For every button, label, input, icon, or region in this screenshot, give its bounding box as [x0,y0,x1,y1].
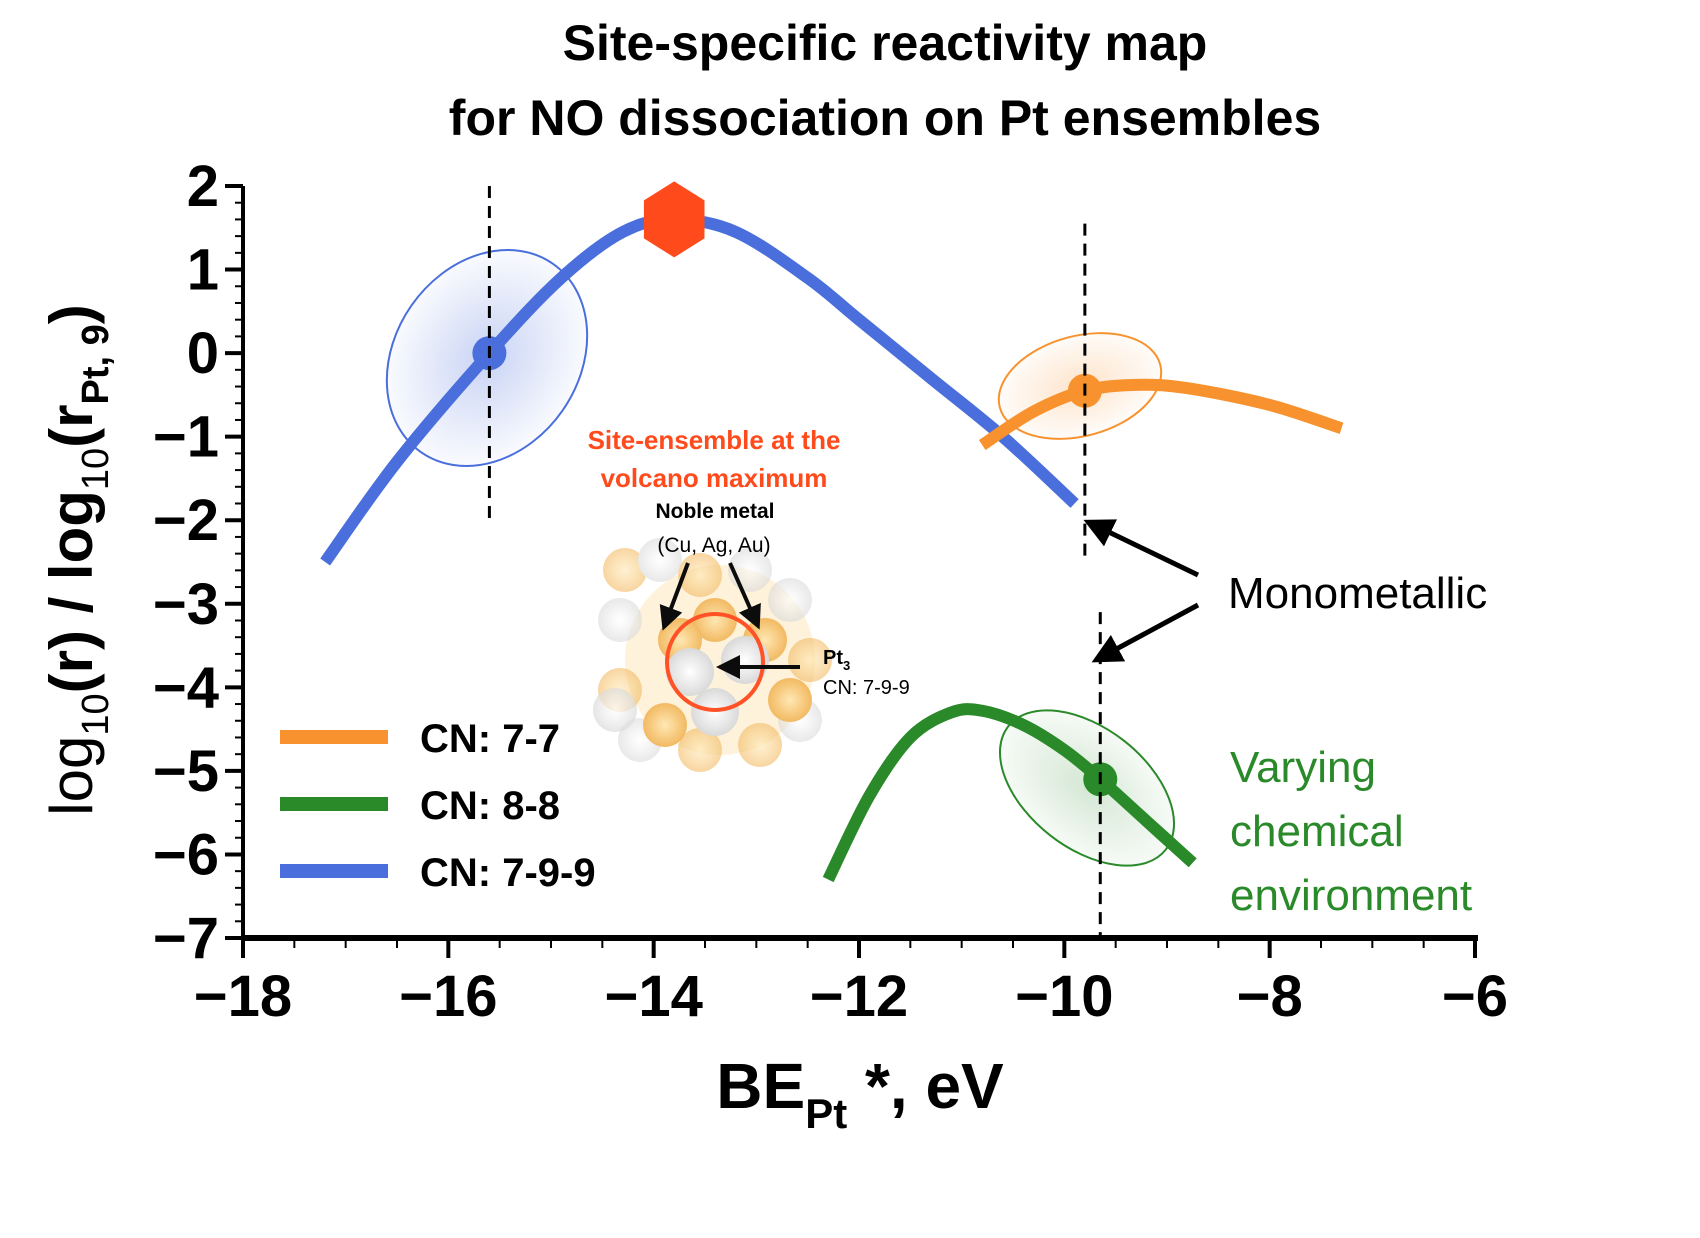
x-tick-label: −14 [604,964,702,1029]
y-tick-label: −4 [153,655,219,720]
legend-swatch-green [280,797,388,811]
noble-metal-list: (Cu, Ag, Au) [657,534,770,557]
y-label-b-sub: 10 [75,448,117,490]
y-tick-label: 0 [187,321,219,386]
x-tick-label: −12 [810,964,908,1029]
x-label-rest: *, eV [847,1050,1004,1122]
pt3-subscript: 3 [843,658,850,673]
legend-swatch-orange [280,730,388,744]
y-label-c: (r [38,404,105,447]
y-label-d: ) [38,304,105,324]
varying-label-line3: environment [1230,871,1472,920]
monometallic-arrow-top [1083,519,1200,578]
volcano-maximum-hexagon-marker [643,181,705,258]
chart-title-line2: for NO dissociation on Pt ensembles [449,90,1321,146]
y-tick-label: −7 [153,906,219,971]
volcano-annotation-line1: Site-ensemble at the [588,425,841,455]
x-tick-label: −18 [194,964,292,1029]
y-tick-label: −1 [153,405,219,470]
noble-metal-label: Noble metal [655,500,774,523]
pt3-label: Pt3 [823,647,850,673]
pt3-text: Pt [823,647,843,669]
y-tick-label: 1 [187,238,219,303]
series-line-cn-8-8 [822,703,1197,883]
legend: CN: 7-7 CN: 8-8 CN: 7-9-9 [280,717,596,895]
legend-label-cn-7-7: CN: 7-7 [420,717,560,761]
x-tick-label: −16 [399,964,497,1029]
x-tick-label: −6 [1442,964,1508,1029]
y-tick-label: 2 [187,154,219,219]
pt3-cn-label: CN: 7-9-9 [823,677,910,699]
varying-label-line1: Varying [1230,743,1376,792]
y-label-a-sub: 10 [75,693,117,735]
x-tick-label: −10 [1015,964,1113,1029]
varying-label-line2: chemical [1230,807,1404,856]
x-label-sub: Pt [805,1090,847,1137]
x-label-main: BE [716,1050,805,1122]
y-tick-label: −5 [153,739,219,804]
y-label-b: (r) / log [38,490,105,693]
monometallic-label: Monometallic [1228,569,1487,618]
legend-label-cn-7-9-9: CN: 7-9-9 [420,851,596,895]
y-axis-label: log10(r) / log10(rPt, 9) [38,304,117,816]
x-axis-label: BEPt *, eV [716,1050,1004,1137]
y-label-c-sub: Pt, 9 [75,324,117,404]
y-label-a: log [38,736,105,816]
y-tick-label: −2 [153,488,219,553]
legend-label-cn-8-8: CN: 8-8 [420,784,560,828]
y-tick-label: −6 [153,822,219,887]
pt-ensemble-illustration [593,538,832,772]
monometallic-arrow-bottom [1091,602,1200,663]
series-line-cn-7-7 [978,378,1344,451]
legend-swatch-blue [280,864,388,878]
volcano-annotation-line2: volcano maximum [601,463,828,493]
x-tick-label: −8 [1237,964,1303,1029]
chart-title-line1: Site-specific reactivity map [563,15,1208,71]
y-tick-label: −3 [153,572,219,637]
